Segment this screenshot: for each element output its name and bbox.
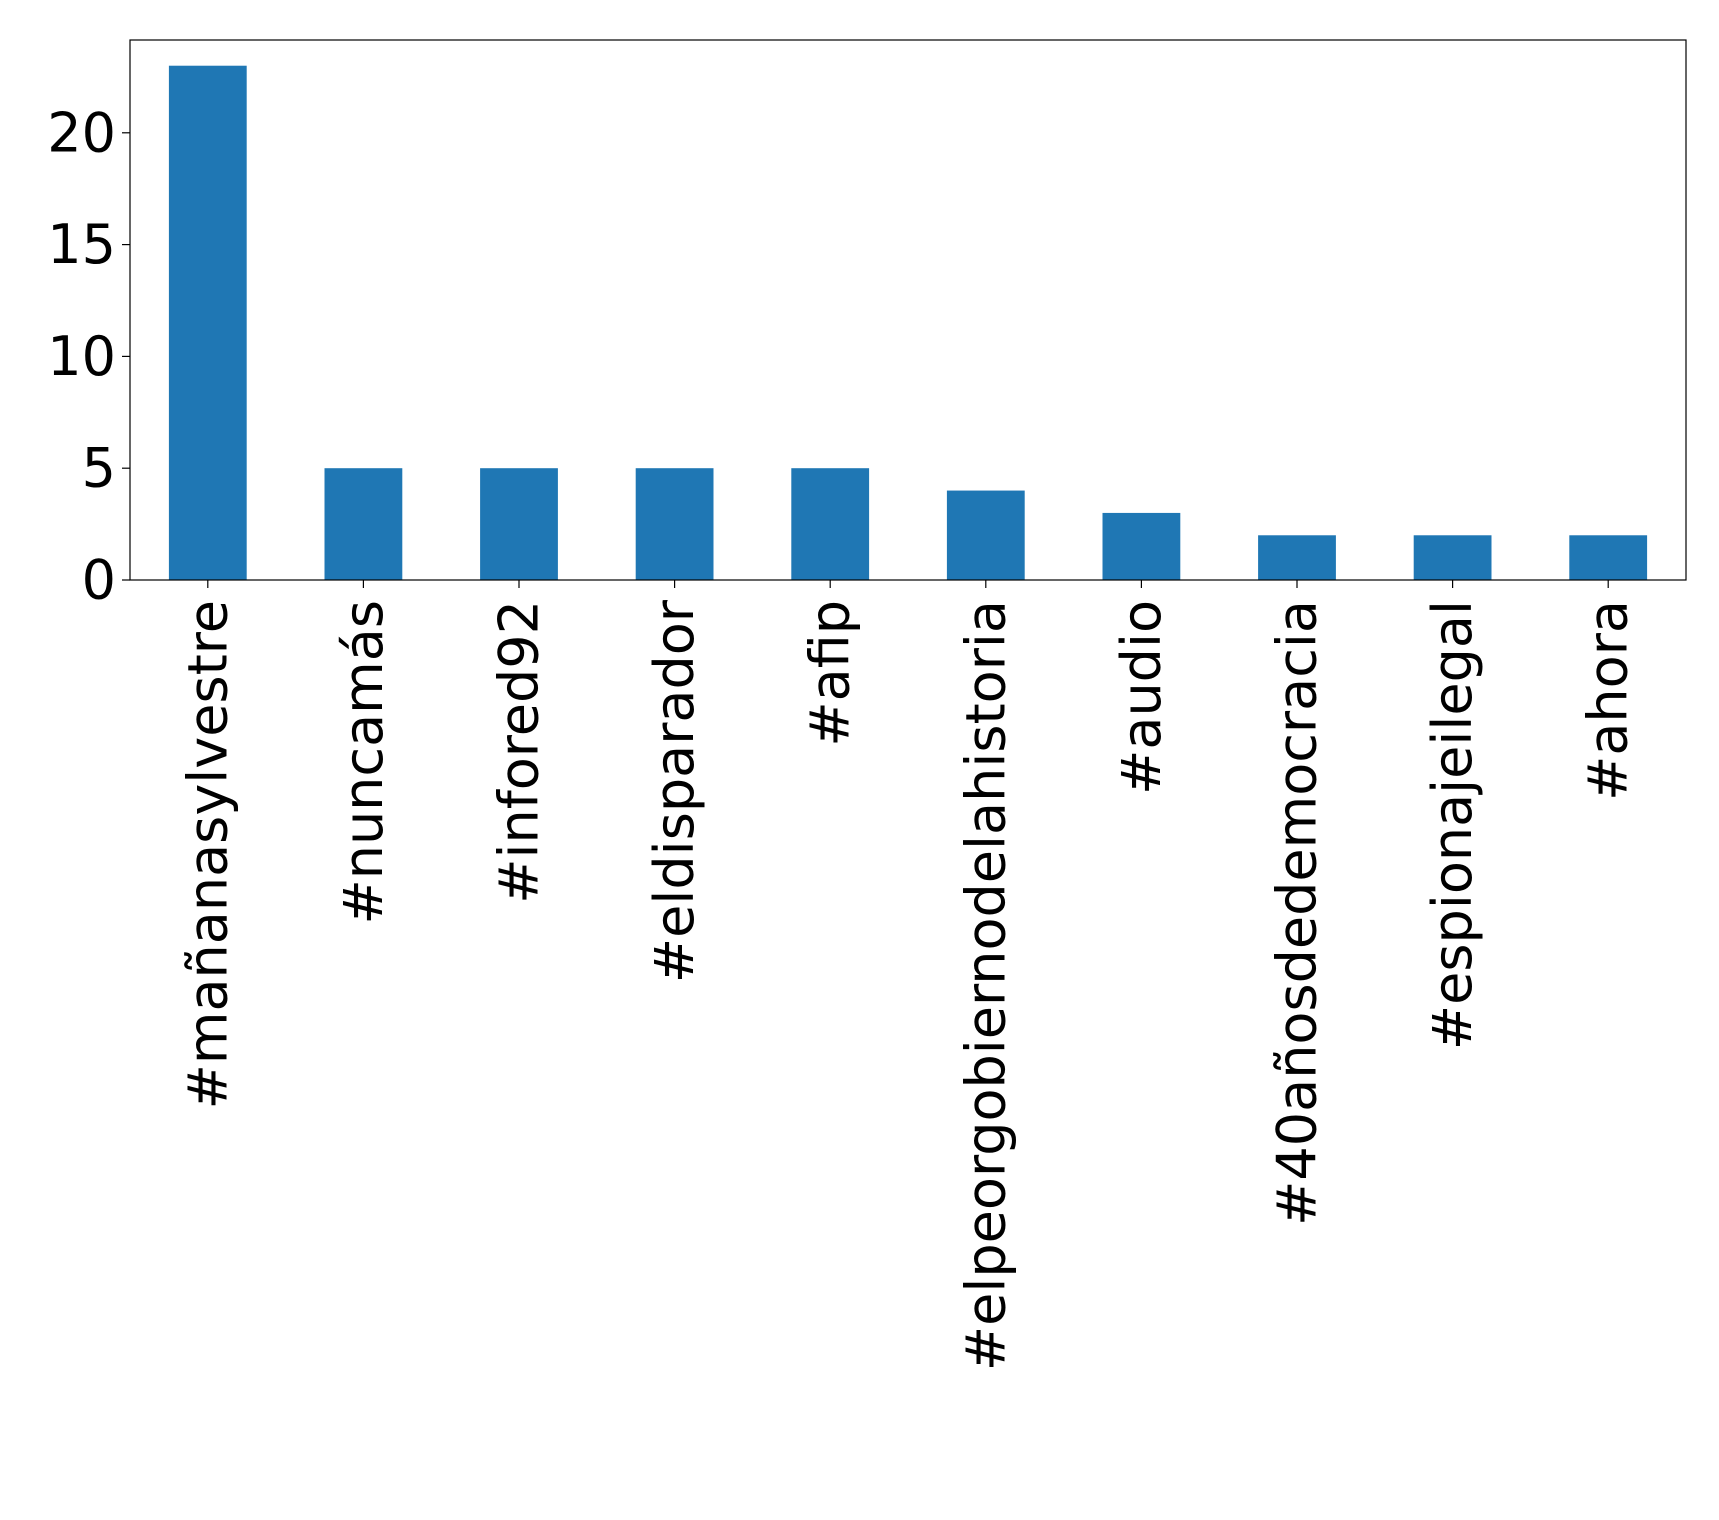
x-tick-label: #afip xyxy=(799,600,862,747)
y-tick-label: 5 xyxy=(82,437,116,500)
bar xyxy=(1258,535,1336,580)
bar xyxy=(946,490,1025,580)
x-tick-label: #40añosdedemocracia xyxy=(1266,600,1329,1226)
bar xyxy=(1102,512,1181,580)
x-tick-label: #espionajeilegal xyxy=(1421,600,1484,1050)
y-tick-label: 15 xyxy=(47,213,116,276)
bar xyxy=(1569,535,1648,580)
bar xyxy=(324,468,403,580)
bars-group xyxy=(168,65,1648,580)
bar xyxy=(168,65,247,580)
bar xyxy=(480,468,558,580)
x-axis-ticks: #mañanasylvestre #nuncamás #infored92 #eldi… xyxy=(176,580,1640,1371)
x-tick-label: #ahora xyxy=(1577,600,1640,801)
x-tick-label: #mañanasylvestre xyxy=(176,600,239,1109)
x-tick-label: #infored92 xyxy=(488,600,551,904)
y-tick-label: 0 xyxy=(82,549,116,612)
y-tick-label: 20 xyxy=(47,101,116,164)
x-tick-label: #audio xyxy=(1110,600,1173,795)
bar xyxy=(635,468,714,580)
x-tick-label: #elpeorgobiernodelahistoria xyxy=(954,600,1017,1371)
x-tick-label: #nuncamás xyxy=(332,600,395,925)
plot-area-frame xyxy=(129,39,1687,581)
y-tick-label: 10 xyxy=(47,325,116,388)
bar xyxy=(791,468,870,580)
y-axis-ticks: 0 5 10 15 20 xyxy=(47,101,130,612)
x-tick-label: #eldisparador xyxy=(643,599,706,983)
bar xyxy=(1413,535,1492,580)
